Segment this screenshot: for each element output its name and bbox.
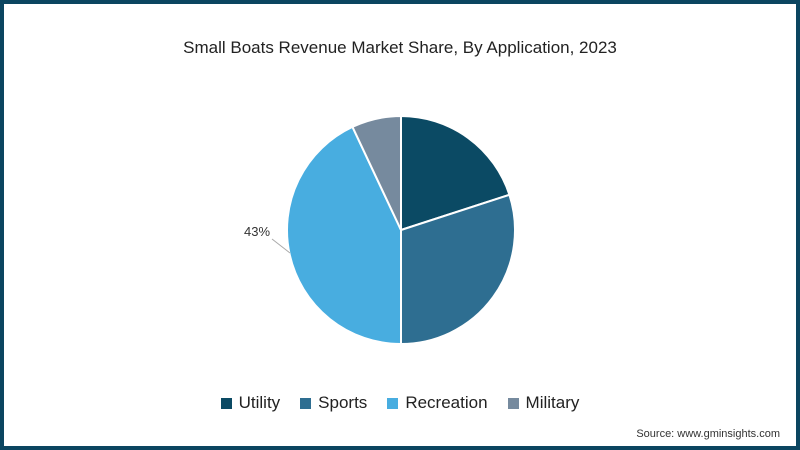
pie-slice-utility[interactable] xyxy=(400,114,511,232)
legend-item-military[interactable]: Military xyxy=(507,393,579,413)
legend-item-recreation[interactable]: Recreation xyxy=(387,393,488,413)
leader-line xyxy=(271,238,291,254)
chart-title: Small Boats Revenue Market Share, By App… xyxy=(183,38,617,57)
source-text: Source: www.gminsights.com xyxy=(636,428,780,440)
recreation-data-label: 43% xyxy=(244,224,271,239)
pie-slice-sports[interactable] xyxy=(400,193,516,346)
legend-item-utility[interactable]: Utility xyxy=(220,393,280,413)
swatch-icon xyxy=(507,397,519,409)
legend-item-sports[interactable]: Sports xyxy=(300,393,367,413)
swatch-icon xyxy=(387,397,399,409)
legend: Utility Sports Recreation Military xyxy=(0,393,800,413)
swatch-icon xyxy=(220,397,232,409)
pie-slice-recreation[interactable] xyxy=(286,125,402,346)
swatch-icon xyxy=(300,397,312,409)
pie-slice-military[interactable] xyxy=(351,114,402,231)
